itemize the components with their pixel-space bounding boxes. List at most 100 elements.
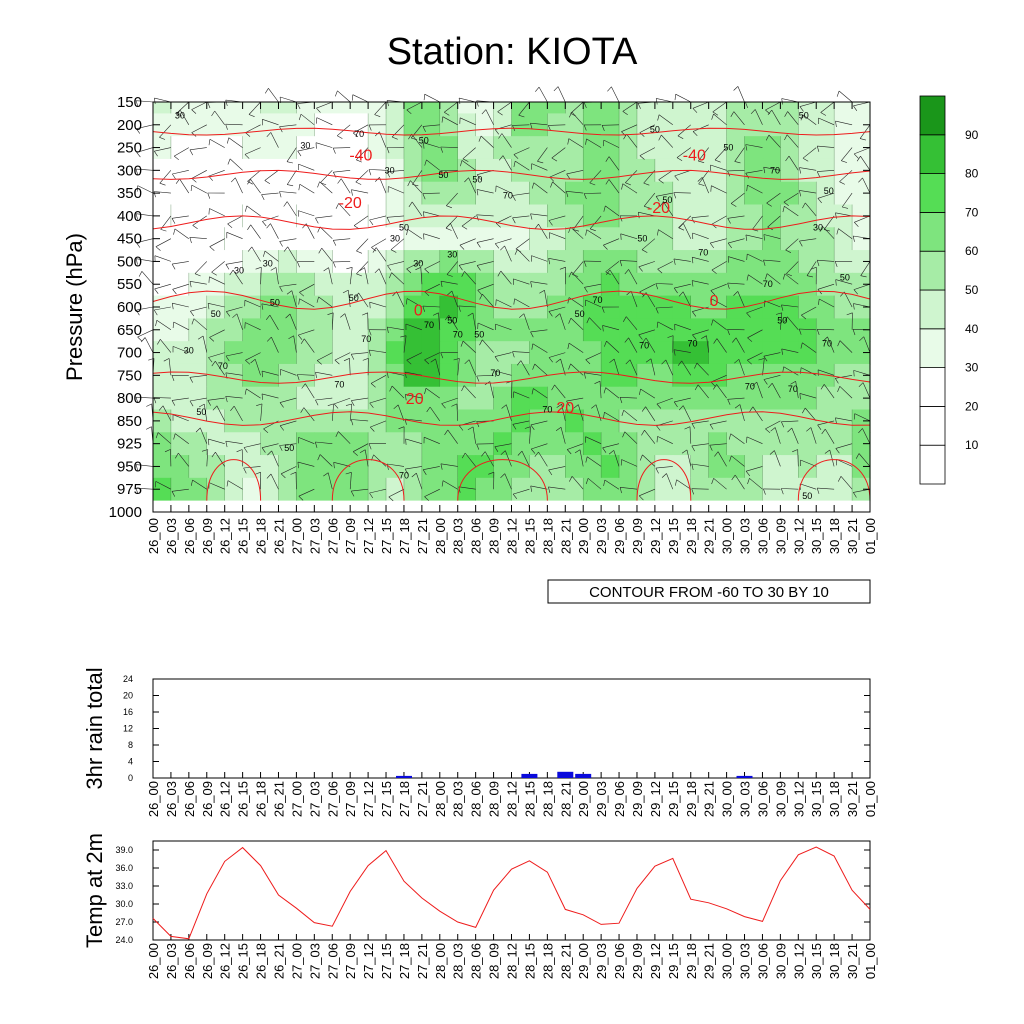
- rh-cell: [708, 363, 728, 388]
- wind-barb-flag: [709, 242, 715, 249]
- y-tick-label: 550: [117, 276, 142, 293]
- wind-barb: [194, 261, 208, 274]
- rh-contour-label: 50: [284, 443, 294, 453]
- wind-barb: [300, 113, 315, 126]
- rh-cell: [403, 181, 423, 206]
- wind-barb-flag: [799, 393, 801, 400]
- wind-barb-flag: [853, 492, 857, 498]
- wind-barb-flag: [638, 334, 643, 340]
- wind-barb: [340, 178, 351, 194]
- wind-barb: [752, 406, 763, 422]
- wind-barb: [457, 358, 460, 376]
- rh-cell: [654, 341, 674, 365]
- rh-cell: [457, 272, 477, 297]
- rh-cell: [834, 102, 853, 114]
- wind-barb: [682, 405, 692, 422]
- rh-cell: [314, 181, 333, 206]
- rh-cell: [583, 432, 602, 456]
- wind-barb-flag: [727, 399, 731, 405]
- wind-barb-flag: [247, 224, 251, 230]
- x-tick-label: 29_18: [684, 781, 699, 817]
- rh-cell: [403, 102, 423, 114]
- rh-cell: [475, 102, 495, 114]
- wind-barb: [378, 268, 387, 285]
- rh-cell: [368, 295, 387, 319]
- rh-cell: [636, 113, 656, 137]
- wind-barb: [817, 192, 835, 199]
- wind-barb: [319, 226, 333, 239]
- wind-barb: [783, 366, 799, 376]
- wind-barb: [379, 177, 387, 194]
- wind-barb-flag: [212, 405, 218, 411]
- wind-barb: [763, 234, 781, 239]
- rh-cell: [636, 158, 656, 183]
- wind-barb-flag: [154, 288, 159, 294]
- rh-cell: [708, 455, 728, 479]
- rh-cell: [386, 102, 405, 114]
- wind-barb-flag: [145, 426, 152, 430]
- wind-barb: [504, 473, 512, 490]
- rh-cell: [457, 318, 477, 342]
- wind-barb: [333, 147, 351, 149]
- temp-contour-label: -40: [683, 147, 706, 164]
- x-tick-label: 28_06: [469, 943, 484, 979]
- wind-barb-flag: [639, 155, 645, 160]
- wind-barb: [271, 336, 279, 353]
- rh-cell: [816, 455, 835, 479]
- rh-cell: [529, 158, 548, 183]
- wind-barb-flag: [343, 358, 350, 362]
- wind-barb: [589, 215, 602, 229]
- wind-barb: [801, 306, 817, 316]
- wind-barb-flag: [667, 335, 674, 338]
- wind-barb-flag: [568, 111, 573, 118]
- rh-cell: [242, 295, 262, 319]
- rh-cell: [690, 318, 710, 342]
- wind-barb-flag: [283, 246, 288, 252]
- colorbar-label: 70: [965, 205, 979, 219]
- rh-cell: [457, 204, 477, 228]
- wind-barb-flag: [684, 426, 691, 430]
- rh-contour-label: 70: [822, 338, 832, 348]
- x-tick-label: 29_18: [684, 518, 699, 554]
- wind-barb-flag: [585, 456, 588, 463]
- wind-barb: [622, 183, 638, 194]
- wind-barb-flag: [824, 449, 830, 454]
- rh-cell: [170, 409, 190, 433]
- x-tick-label: 26_00: [146, 943, 161, 979]
- wind-barb: [154, 283, 171, 290]
- wind-barb: [458, 305, 476, 308]
- wind-barb-flag: [609, 358, 615, 363]
- wind-barb-flag: [859, 336, 865, 342]
- rh-cell: [368, 181, 387, 206]
- temp-contour-label: -20: [647, 200, 670, 217]
- wind-barb: [605, 205, 620, 217]
- wind-barb-flag: [446, 205, 453, 209]
- wind-barb-flag: [287, 184, 294, 187]
- wind-barb-flag: [461, 452, 466, 459]
- rh-cell: [170, 455, 190, 479]
- rh-cell: [636, 227, 656, 251]
- x-tick-label: 28_00: [433, 518, 448, 554]
- wind-barb-flag: [568, 317, 572, 324]
- rh-cell: [350, 204, 369, 228]
- wind-barb-flag: [655, 467, 659, 474]
- wind-barb: [712, 319, 727, 331]
- x-tick-label: 29_00: [576, 943, 591, 979]
- rh-cell: [511, 363, 531, 388]
- rh-cell: [619, 409, 638, 433]
- wind-barb-flag: [136, 128, 141, 134]
- wind-barb-flag: [500, 245, 505, 251]
- wind-barb-flag: [406, 359, 412, 365]
- wind-barb-flag: [603, 479, 606, 486]
- wind-barb: [174, 147, 189, 157]
- wind-barb: [387, 463, 405, 467]
- wind-barb-flag: [211, 271, 217, 276]
- wind-barb-flag: [531, 343, 534, 350]
- wind-barb-flag: [548, 220, 553, 226]
- rh-cell: [780, 363, 799, 388]
- wind-barb: [756, 381, 763, 399]
- rh-contour-label: 70: [218, 361, 228, 371]
- wind-barb-flag: [158, 405, 164, 411]
- wind-barb-flag: [855, 453, 860, 459]
- rh-cell: [816, 272, 835, 297]
